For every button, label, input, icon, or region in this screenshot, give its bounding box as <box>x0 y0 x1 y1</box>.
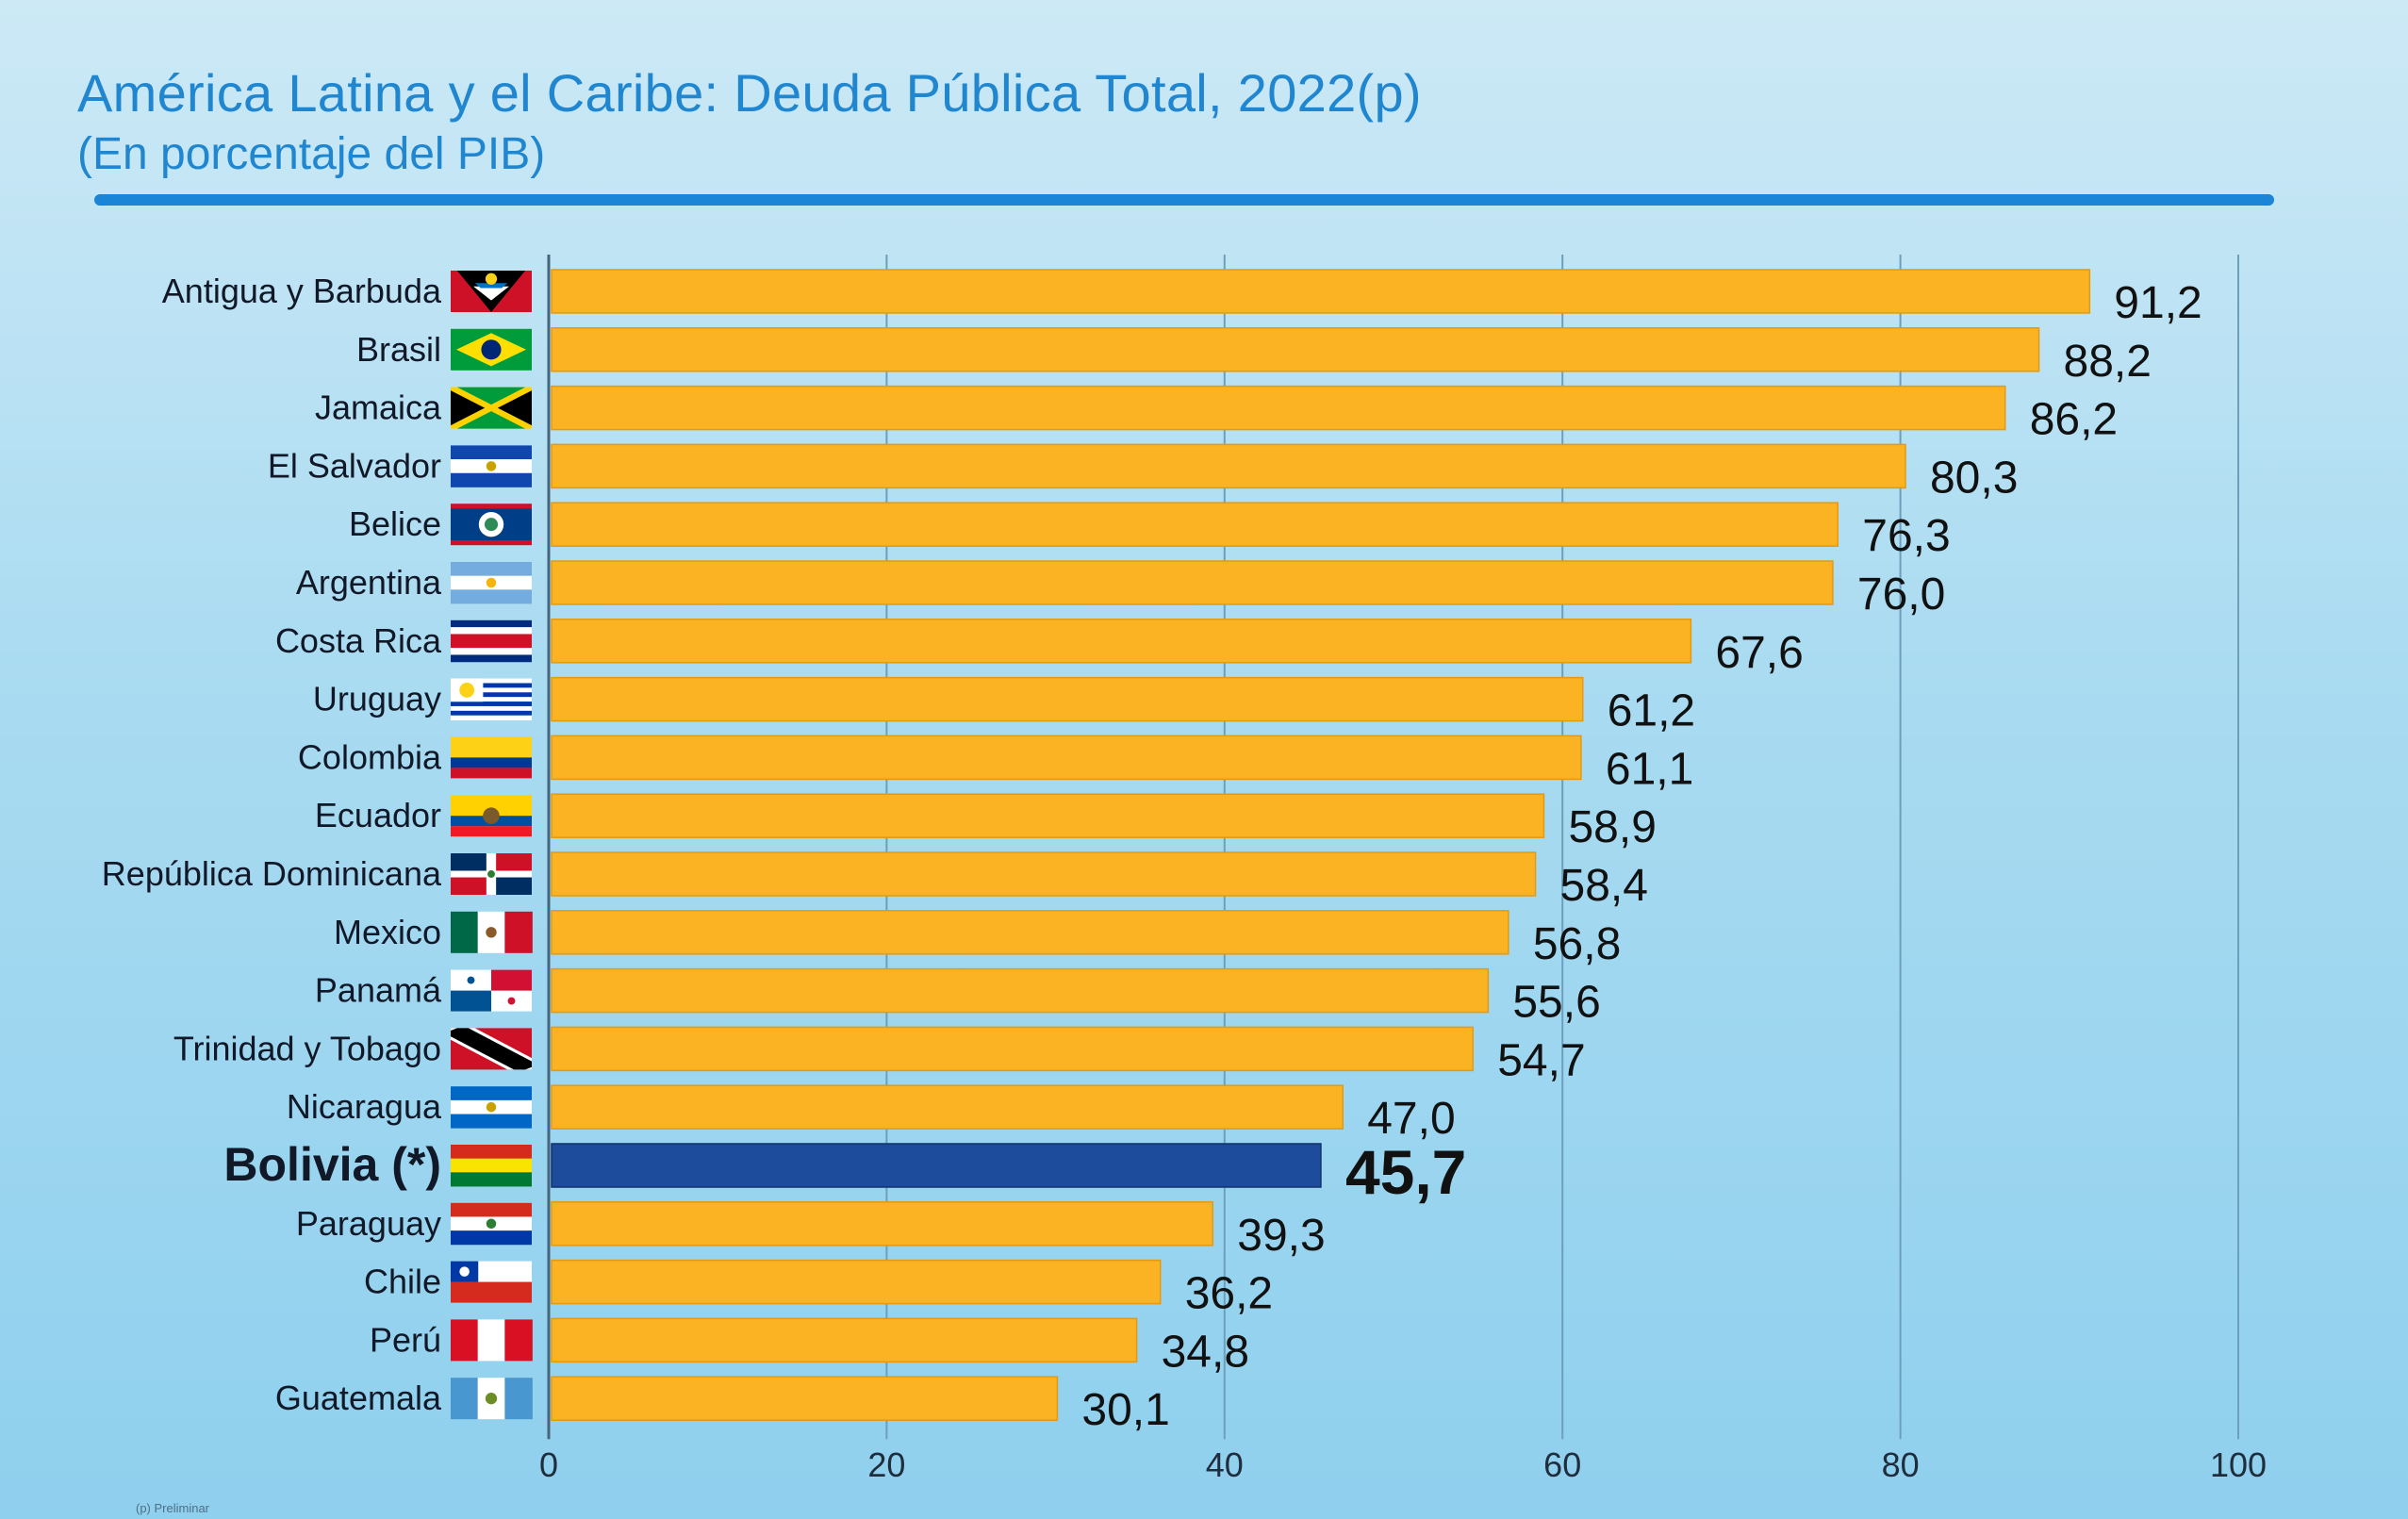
bar-el-salvador <box>551 443 1906 489</box>
category-label-mexico: Mexico <box>334 913 441 951</box>
value-label-ecuador: 58,9 <box>1568 802 1656 852</box>
dominican-republic-flag-icon <box>451 853 532 895</box>
bar-nicaragua <box>551 1084 1344 1130</box>
x-tick-label-0: 0 <box>539 1445 558 1484</box>
guatemala-flag-icon <box>451 1378 533 1420</box>
value-label-trinidad-y-tobago: 54,7 <box>1497 1035 1585 1085</box>
bar-costa-rica <box>551 619 1692 664</box>
category-label-belice: Belice <box>349 504 441 543</box>
mexico-flag-icon <box>451 911 533 953</box>
antigua-flag-icon <box>451 271 532 312</box>
value-label-guatemala: 30,1 <box>1081 1385 1169 1435</box>
argentina-flag-icon <box>451 562 532 604</box>
chart-title: América Latina y el Caribe: Deuda Públic… <box>77 63 1422 123</box>
category-label-panama: Panamá <box>315 971 442 1010</box>
x-tick-label-20: 20 <box>867 1445 905 1484</box>
category-label-trinidad-y-tobago: Trinidad y Tobago <box>173 1029 441 1067</box>
value-label-panama: 55,6 <box>1512 978 1600 1028</box>
bolivia-flag-icon <box>451 1145 532 1187</box>
category-label-el-salvador: El Salvador <box>268 446 441 485</box>
peru-flag-icon <box>451 1319 533 1362</box>
bar-republica-dominicana <box>551 851 1537 897</box>
value-label-mexico: 56,8 <box>1533 919 1621 969</box>
colombia-flag-icon <box>451 736 532 779</box>
x-tick-label-60: 60 <box>1543 1445 1581 1484</box>
value-label-costa-rica: 67,6 <box>1715 628 1803 678</box>
value-label-antigua-y-barbuda: 91,2 <box>2114 278 2202 328</box>
bar-peru <box>551 1317 1138 1363</box>
category-label-bolivia: Bolivia (*) <box>223 1138 441 1191</box>
belize-flag-icon <box>451 504 532 546</box>
bar-brasil <box>551 327 2040 372</box>
costa-rica-flag-icon <box>451 619 532 663</box>
chart-subtitle: (En porcentaje del PIB) <box>77 129 546 179</box>
category-label-colombia: Colombia <box>298 737 442 776</box>
bar-panama <box>551 967 1490 1014</box>
category-label-peru: Perú <box>370 1320 441 1359</box>
bar-antigua-y-barbuda <box>551 269 2091 314</box>
category-label-brasil: Brasil <box>356 330 441 369</box>
trinidad-tobago-flag-icon <box>451 1028 532 1070</box>
bar-ecuador <box>551 793 1545 838</box>
bar-colombia <box>551 735 1582 781</box>
bar-belice <box>551 502 1839 547</box>
bar-trinidad-y-tobago <box>551 1026 1474 1072</box>
x-tick-label-100: 100 <box>2210 1445 2267 1484</box>
category-label-argentina: Argentina <box>296 563 442 602</box>
category-label-guatemala: Guatemala <box>275 1379 442 1417</box>
chile-flag-icon <box>451 1261 532 1303</box>
value-label-belice: 76,3 <box>1862 511 1950 561</box>
title-underline <box>94 194 2274 206</box>
value-label-uruguay: 61,2 <box>1608 686 1695 736</box>
footnote: (p) Preliminar <box>136 1501 210 1515</box>
category-label-chile: Chile <box>364 1263 441 1301</box>
bar-argentina <box>551 560 1834 605</box>
x-tick-label-80: 80 <box>1882 1445 1920 1484</box>
value-label-argentina: 76,0 <box>1857 570 1945 619</box>
value-label-bolivia: 45,7 <box>1345 1137 1466 1207</box>
category-label-ecuador: Ecuador <box>315 796 441 834</box>
category-label-nicaragua: Nicaragua <box>287 1087 442 1126</box>
bar-uruguay <box>551 676 1584 722</box>
uruguay-flag-icon <box>451 678 532 721</box>
value-label-republica-dominicana: 58,4 <box>1560 861 1648 911</box>
ecuador-flag-icon <box>451 795 532 837</box>
category-label-republica-dominicana: República Dominicana <box>102 854 442 893</box>
category-label-paraguay: Paraguay <box>296 1204 441 1243</box>
bar-bolivia <box>551 1143 1322 1188</box>
el-salvador-flag-icon <box>451 445 532 487</box>
bar-mexico <box>551 910 1509 955</box>
category-label-uruguay: Uruguay <box>313 680 441 718</box>
value-label-paraguay: 39,3 <box>1237 1211 1325 1261</box>
value-label-jamaica: 86,2 <box>2030 395 2118 445</box>
panama-flag-icon <box>451 969 532 1012</box>
category-label-jamaica: Jamaica <box>315 388 442 427</box>
value-label-el-salvador: 80,3 <box>1930 453 2018 503</box>
x-tick-label-40: 40 <box>1206 1445 1244 1484</box>
value-label-colombia: 61,1 <box>1606 744 1693 794</box>
bar-chile <box>551 1259 1162 1305</box>
nicaragua-flag-icon <box>451 1086 532 1129</box>
brazil-flag-icon <box>451 328 532 371</box>
value-label-chile: 36,2 <box>1185 1269 1273 1319</box>
jamaica-flag-icon <box>451 387 532 429</box>
bar-guatemala <box>551 1376 1059 1421</box>
category-label-costa-rica: Costa Rica <box>275 621 442 660</box>
value-label-peru: 34,8 <box>1162 1327 1249 1377</box>
bar-paraguay <box>551 1201 1214 1247</box>
bar-jamaica <box>551 385 2006 431</box>
value-label-nicaragua: 47,0 <box>1367 1094 1455 1144</box>
value-label-brasil: 88,2 <box>2064 337 2152 387</box>
paraguay-flag-icon <box>451 1202 532 1246</box>
category-label-antigua-y-barbuda: Antigua y Barbuda <box>162 272 442 310</box>
